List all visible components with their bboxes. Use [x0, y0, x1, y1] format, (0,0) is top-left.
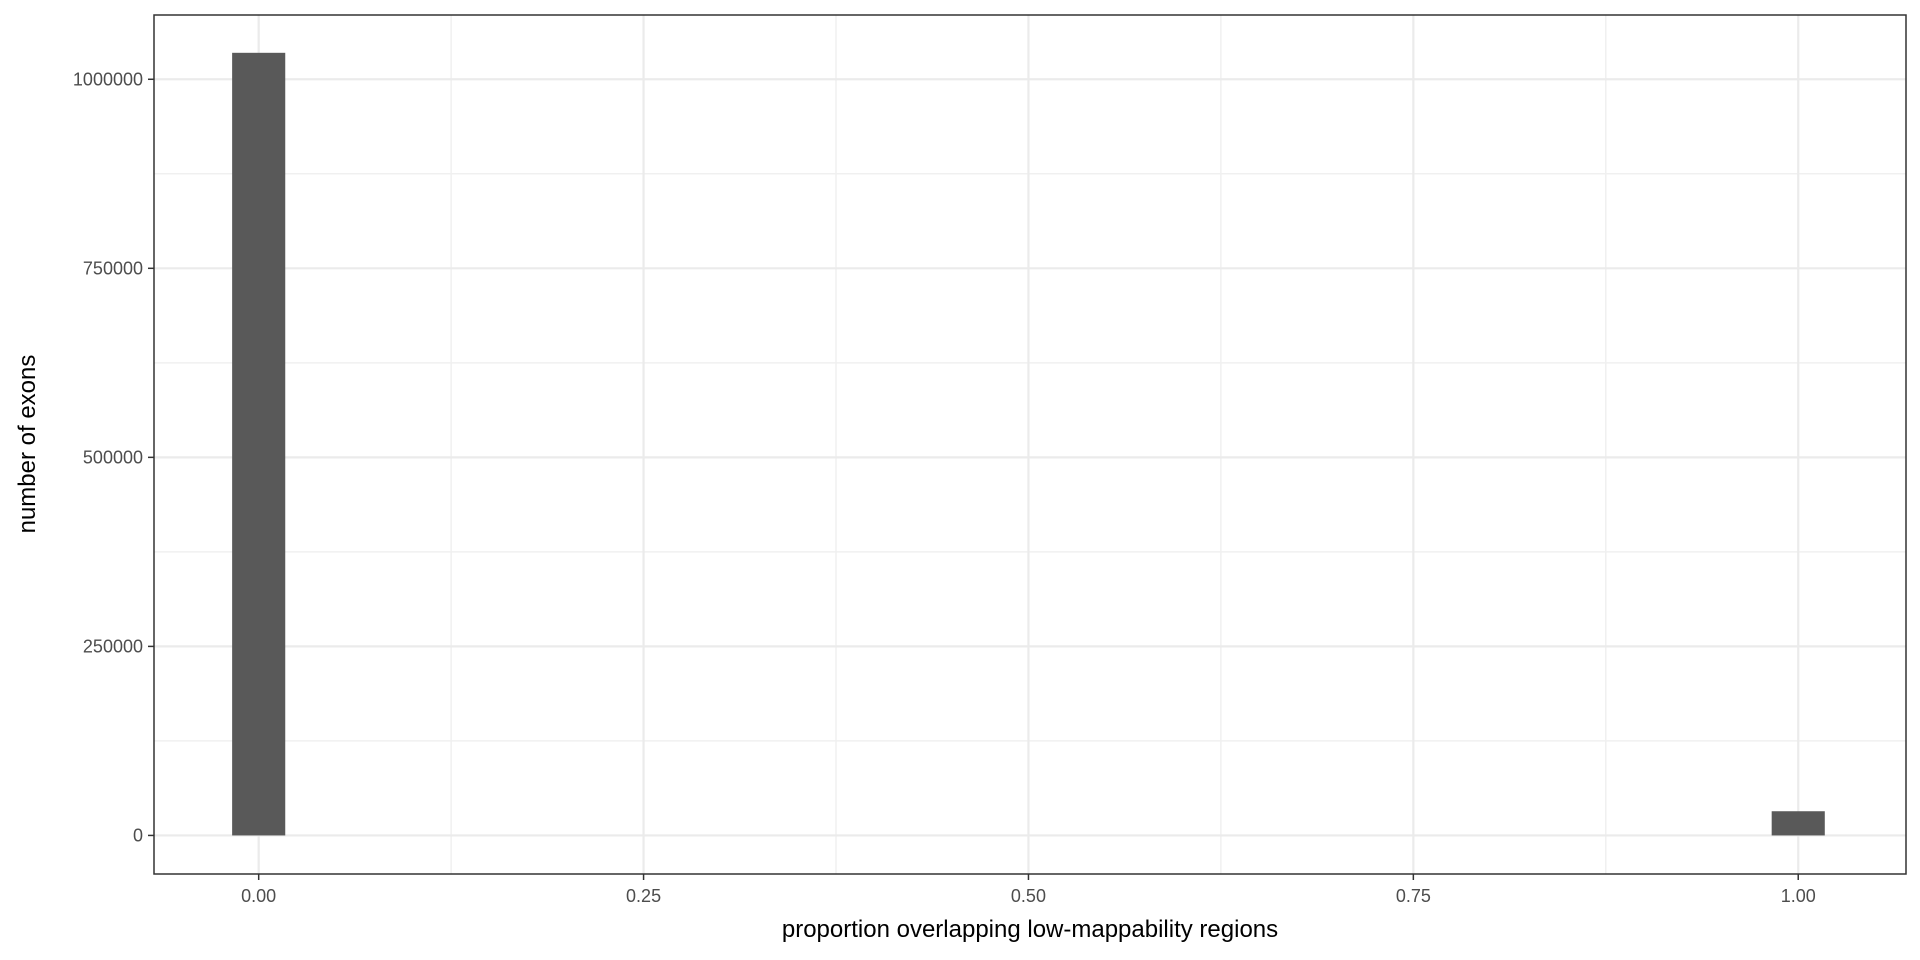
x-tick-label: 0.25 [626, 886, 661, 906]
panel-border [153, 14, 1907, 875]
y-tick-label: 1000000 [73, 69, 143, 89]
histogram-bars [232, 52, 1825, 836]
y-tick-label: 0 [133, 825, 143, 845]
y-tick-label: 750000 [83, 258, 143, 278]
x-tick-label: 1.00 [1781, 886, 1816, 906]
major-gridlines [154, 15, 1906, 874]
panel-background [154, 15, 1906, 874]
x-tick-label: 0.50 [1011, 886, 1046, 906]
y-tick-label: 500000 [83, 447, 143, 467]
y-axis-ticks: 0 250000 500000 750000 1000000 [73, 69, 154, 845]
histogram-bar [1771, 811, 1825, 836]
y-axis-title: number of exons [14, 355, 41, 534]
minor-gridlines [154, 15, 1906, 874]
histogram-bar [232, 52, 286, 836]
y-tick-label: 250000 [83, 636, 143, 656]
x-axis-title: proportion overlapping low-mappability r… [782, 916, 1278, 943]
x-tick-label: 0.00 [241, 886, 276, 906]
x-tick-label: 0.75 [1396, 886, 1431, 906]
x-axis-ticks: 0.00 0.25 0.50 0.75 1.00 [241, 874, 1816, 906]
